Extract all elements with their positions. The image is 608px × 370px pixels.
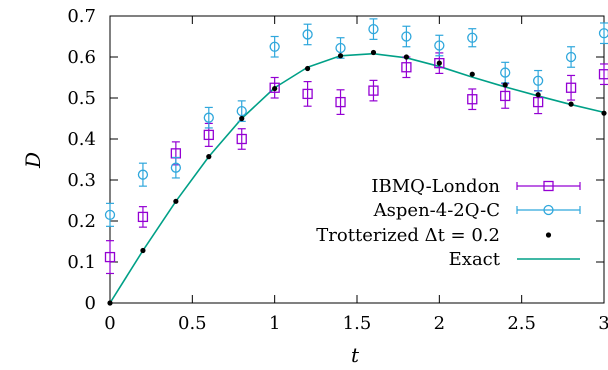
data-point	[370, 49, 377, 56]
data-point	[368, 23, 379, 35]
data-point	[269, 82, 280, 93]
legend-marker	[545, 232, 552, 238]
data-point	[137, 211, 149, 223]
data-point	[601, 110, 607, 116]
legend-label: Trotterized Δt = 0.2	[316, 225, 500, 246]
data-point	[565, 82, 577, 93]
x-axis-label: t	[351, 343, 360, 367]
data-point	[502, 82, 508, 88]
data-point	[173, 198, 179, 204]
data-point	[565, 51, 577, 63]
data-point	[335, 42, 346, 54]
y-tick-label: 0.7	[67, 6, 96, 27]
data-point	[368, 85, 379, 96]
y-tick-label: 0.2	[67, 211, 96, 232]
legend-marker	[543, 204, 554, 216]
exact-line	[109, 52, 605, 304]
data-point	[137, 169, 149, 180]
series-aspen-4-2q-c	[104, 18, 608, 227]
data-point	[302, 88, 313, 100]
data-point	[305, 65, 311, 72]
y-tick-label: 0.3	[67, 170, 96, 191]
series-layer	[104, 18, 608, 306]
data-point	[236, 133, 247, 145]
x-tick-label: 0	[104, 313, 115, 334]
x-tick-label: 2.5	[507, 313, 536, 334]
x-tick-label: 1	[269, 313, 280, 334]
data-point	[436, 60, 442, 66]
data-point	[302, 29, 313, 40]
data-point	[434, 40, 445, 51]
data-point	[532, 75, 544, 86]
data-point	[203, 112, 214, 123]
data-point	[335, 96, 346, 108]
legend: IBMQ-London Aspen-4-2Q-C Trotterized Δt = …	[316, 176, 581, 270]
data-point	[535, 92, 541, 98]
data-point	[272, 85, 278, 92]
y-tick-label: 0.1	[67, 252, 96, 273]
data-point	[236, 105, 247, 117]
data-point	[239, 115, 245, 122]
y-tick-label: 0.4	[67, 129, 96, 150]
data-point	[337, 53, 344, 59]
data-point	[104, 251, 116, 263]
data-point	[467, 94, 478, 105]
x-tick-label: 3	[598, 313, 608, 334]
y-tick-label: 0.5	[67, 88, 96, 109]
plot-frame	[109, 15, 605, 304]
y-tick-label: 0	[85, 293, 96, 314]
data-point	[469, 71, 475, 77]
y-axis-label: D	[21, 152, 45, 169]
data-point	[403, 54, 409, 60]
series-exact	[109, 52, 605, 304]
x-axis-ticks: 0 0.5 1 1.5 2 2.5 3	[104, 16, 608, 334]
data-point	[104, 209, 116, 221]
data-point	[434, 58, 445, 69]
data-point	[140, 247, 146, 254]
data-point	[401, 31, 412, 42]
data-point	[170, 162, 182, 173]
data-point	[598, 69, 608, 80]
x-tick-label: 1.5	[343, 313, 372, 334]
data-point	[500, 67, 511, 78]
x-tick-label: 2	[434, 313, 445, 334]
data-point	[467, 32, 478, 43]
data-point	[532, 96, 544, 108]
legend-marker	[543, 180, 554, 192]
series-trotterized-t-0-2	[107, 49, 607, 306]
data-point	[401, 62, 412, 73]
data-point	[568, 101, 574, 107]
legend-label: Aspen-4-2Q-C	[373, 200, 500, 221]
x-tick-label: 0.5	[178, 313, 207, 334]
data-point	[206, 154, 212, 160]
data-point	[107, 300, 113, 306]
data-point	[598, 28, 608, 39]
data-point	[269, 41, 280, 52]
legend-label: IBMQ-London	[371, 176, 500, 197]
y-tick-label: 0.6	[67, 47, 96, 68]
y-axis-ticks: 0 0.1 0.2 0.3 0.4 0.5 0.6 0.7	[67, 6, 604, 314]
data-point	[203, 129, 214, 141]
legend-label: Exact	[449, 249, 501, 270]
data-point	[500, 90, 511, 102]
